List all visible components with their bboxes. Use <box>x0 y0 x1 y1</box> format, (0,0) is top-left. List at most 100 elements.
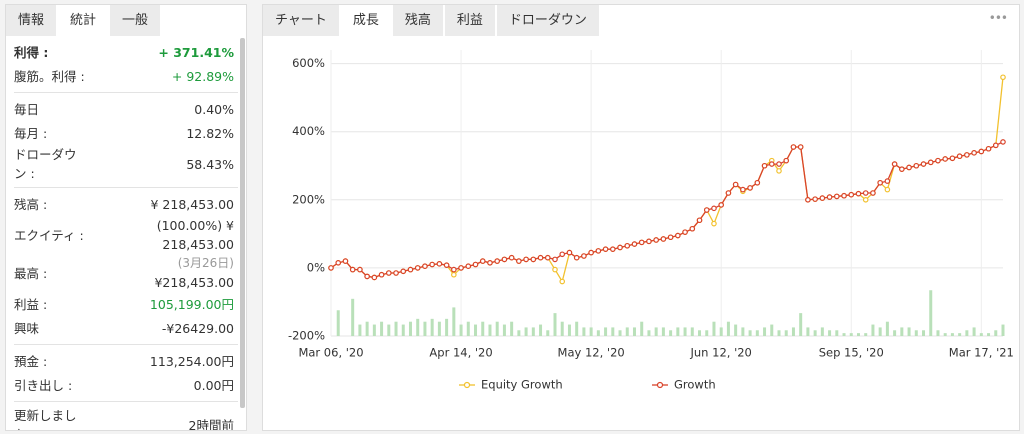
x-tick-label: Mar 17, '21 <box>949 346 1014 360</box>
stats-value-box: 0.00円 <box>194 376 234 395</box>
scrollbar[interactable] <box>240 38 245 408</box>
tab[interactable]: 成長 <box>340 5 393 36</box>
series-point <box>920 161 927 167</box>
volume-bar <box>582 327 586 336</box>
stats-value-box: + 92.89% <box>172 67 234 86</box>
series-point <box>465 263 472 270</box>
volume-bar <box>495 321 499 336</box>
series-point <box>646 238 652 245</box>
series-point <box>653 237 659 243</box>
series-point <box>877 179 883 186</box>
series-point <box>617 244 623 251</box>
volume-bar <box>517 330 521 336</box>
volume-bar <box>502 324 506 336</box>
stats-label: 腹筋。利得 : <box>14 68 85 84</box>
stats-row: 利得 : + 371.41% <box>14 40 238 64</box>
volume-bar <box>741 327 745 336</box>
series-point <box>667 234 674 241</box>
series-point <box>335 259 342 266</box>
series-point <box>451 271 457 278</box>
series-point <box>834 193 840 200</box>
series-point <box>624 242 631 249</box>
series-point <box>848 191 855 198</box>
volume-bar <box>770 324 774 336</box>
series-point <box>985 145 992 152</box>
volume-bar <box>820 327 824 336</box>
volume-bar <box>791 327 795 336</box>
series-point <box>783 157 790 164</box>
volume-bar <box>387 324 391 336</box>
series-point <box>328 265 334 271</box>
y-tick-label: 0% <box>307 260 325 274</box>
series-point <box>342 258 349 264</box>
stats-label: 更新しました : <box>14 408 77 430</box>
series-point <box>913 162 920 169</box>
series-point <box>776 161 782 167</box>
stats-label: 最高 : <box>14 265 48 281</box>
stats-value-box: 12.82% <box>186 124 234 143</box>
series-point <box>357 266 363 273</box>
series-point <box>776 168 782 174</box>
volume-bar <box>726 321 730 336</box>
volume-bar <box>481 321 485 336</box>
volume-bar <box>994 330 998 336</box>
series-point <box>971 150 977 156</box>
volume-bar <box>430 318 434 336</box>
volume-bar <box>1001 324 1005 336</box>
series-point <box>364 273 370 280</box>
series-point <box>544 254 551 261</box>
y-tick-label: 600% <box>292 56 325 70</box>
y-tick-label: 400% <box>292 124 325 138</box>
volume-bar <box>842 333 846 336</box>
volume-bar <box>734 324 738 336</box>
volume-bar <box>907 327 911 336</box>
series-point <box>559 251 566 258</box>
tab[interactable]: 統計 <box>58 5 111 36</box>
volume-bar <box>474 324 478 336</box>
series-point <box>942 156 948 162</box>
stats-value: (100.00%) ¥ 218,453.00 <box>156 218 234 252</box>
volume-bar <box>560 321 564 336</box>
volume-bar <box>676 327 680 336</box>
tab[interactable]: 利益 <box>444 5 497 36</box>
series-point <box>732 181 739 188</box>
legend-label: Growth <box>674 378 716 392</box>
volume-bar <box>488 324 492 336</box>
stats-label: 利得 : <box>14 44 49 60</box>
series-point <box>740 186 746 193</box>
series-point <box>530 256 537 263</box>
volume-bar <box>683 327 687 336</box>
volume-bar <box>380 321 384 336</box>
volume-bar <box>763 327 767 336</box>
series-point <box>718 202 724 208</box>
series-point <box>826 194 833 200</box>
series-point <box>516 258 522 264</box>
series-point <box>891 161 898 167</box>
stats-group: 更新しました : 2時間前 <box>14 402 238 431</box>
volume-bar <box>690 327 694 336</box>
tab[interactable]: ドローダウン <box>496 5 601 36</box>
stats-row: 預金 : 113,254.00円 <box>14 349 238 373</box>
series-point <box>754 179 761 186</box>
volume-bar <box>799 313 803 336</box>
tab[interactable]: 一般 <box>110 5 163 36</box>
series-point <box>703 207 710 213</box>
chart: -200% 0% 200% 400% 600% Mar 06, '20 Apr 14, '2… <box>288 50 1014 392</box>
volume-bar <box>625 327 629 336</box>
series-point <box>508 254 515 261</box>
stats-row: 引き出し : 0.00円 <box>14 373 238 397</box>
tab[interactable]: 残高 <box>392 5 445 36</box>
menu-button[interactable]: ••• <box>988 11 1008 25</box>
stats-value-box: (100.00%) ¥ 218,453.00 <box>124 216 234 254</box>
legend-marker <box>656 381 664 389</box>
tab[interactable]: チャート <box>263 5 341 36</box>
x-tick-label: Jun 12, '20 <box>690 346 752 360</box>
series-point <box>479 258 486 264</box>
stats-value: 2時間前 <box>188 417 234 431</box>
series-point <box>573 254 580 261</box>
volume-bar <box>936 330 940 336</box>
tab[interactable]: 情報 <box>6 5 59 36</box>
volume-bar <box>351 298 355 336</box>
series-point <box>400 268 407 275</box>
